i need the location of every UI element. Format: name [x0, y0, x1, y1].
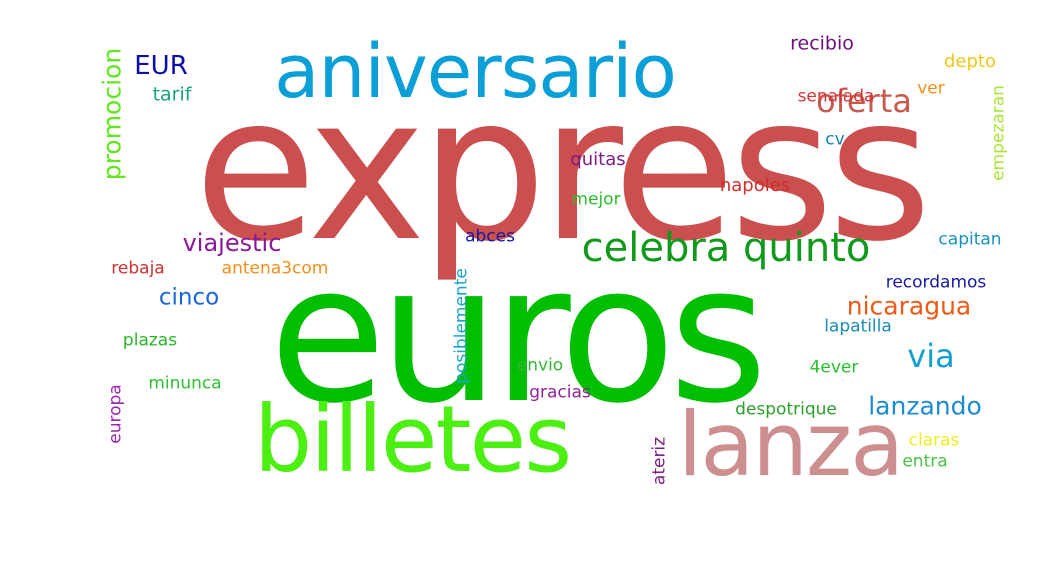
- word-ver: ver: [917, 78, 945, 99]
- word-lanzando: lanzando: [868, 391, 982, 421]
- word-senalada: senalada: [797, 86, 875, 107]
- word-plazas: plazas: [122, 330, 178, 351]
- word-tarif: tarif: [152, 83, 192, 106]
- word-envio: envio: [516, 355, 564, 376]
- word-cinco: cinco: [158, 284, 220, 311]
- word-express: express: [193, 53, 932, 286]
- word-napoles: napoles: [719, 175, 791, 196]
- word-oferta: oferta: [816, 82, 912, 120]
- word-promocion: promocion: [97, 47, 127, 181]
- word-antena3com: antena3com: [221, 258, 329, 279]
- word-aniversario: aniversario: [274, 29, 677, 115]
- word-euros: euros: [269, 224, 767, 445]
- word-despotrique: despotrique: [735, 399, 837, 420]
- word-entra: entra: [902, 451, 948, 472]
- word-eur: EUR: [134, 51, 188, 81]
- word-celebra-quinto: celebra quinto: [581, 225, 871, 271]
- word-minunca: minunca: [148, 373, 222, 394]
- word-billetes: billetes: [253, 386, 572, 493]
- word-via: via: [907, 337, 955, 375]
- word-nicaragua: nicaragua: [846, 291, 972, 321]
- word-4ever: 4ever: [809, 357, 859, 378]
- word-cv: cv: [825, 129, 845, 150]
- word-viajestic: viajestic: [182, 229, 282, 257]
- word-europa: europa: [105, 384, 126, 444]
- word-claras: claras: [908, 430, 960, 451]
- word-gracias: gracias: [529, 382, 591, 403]
- word-posiblemente: posiblemente: [451, 268, 472, 384]
- word-mejor: mejor: [571, 189, 621, 210]
- word-recibio: recibio: [790, 32, 854, 55]
- word-lanza: lanza: [677, 393, 904, 496]
- word-ateriz: ateriz: [649, 436, 670, 486]
- word-abces: abces: [465, 226, 515, 247]
- word-capitan: capitan: [938, 229, 1002, 250]
- word-depto: depto: [944, 51, 996, 72]
- word-lapatilla: lapatilla: [824, 316, 892, 337]
- word-empezaran: empezaran: [988, 85, 1009, 181]
- word-recordamos: recordamos: [885, 272, 987, 293]
- word-rebaja: rebaja: [111, 258, 165, 279]
- word-quitas: quitas: [570, 149, 626, 170]
